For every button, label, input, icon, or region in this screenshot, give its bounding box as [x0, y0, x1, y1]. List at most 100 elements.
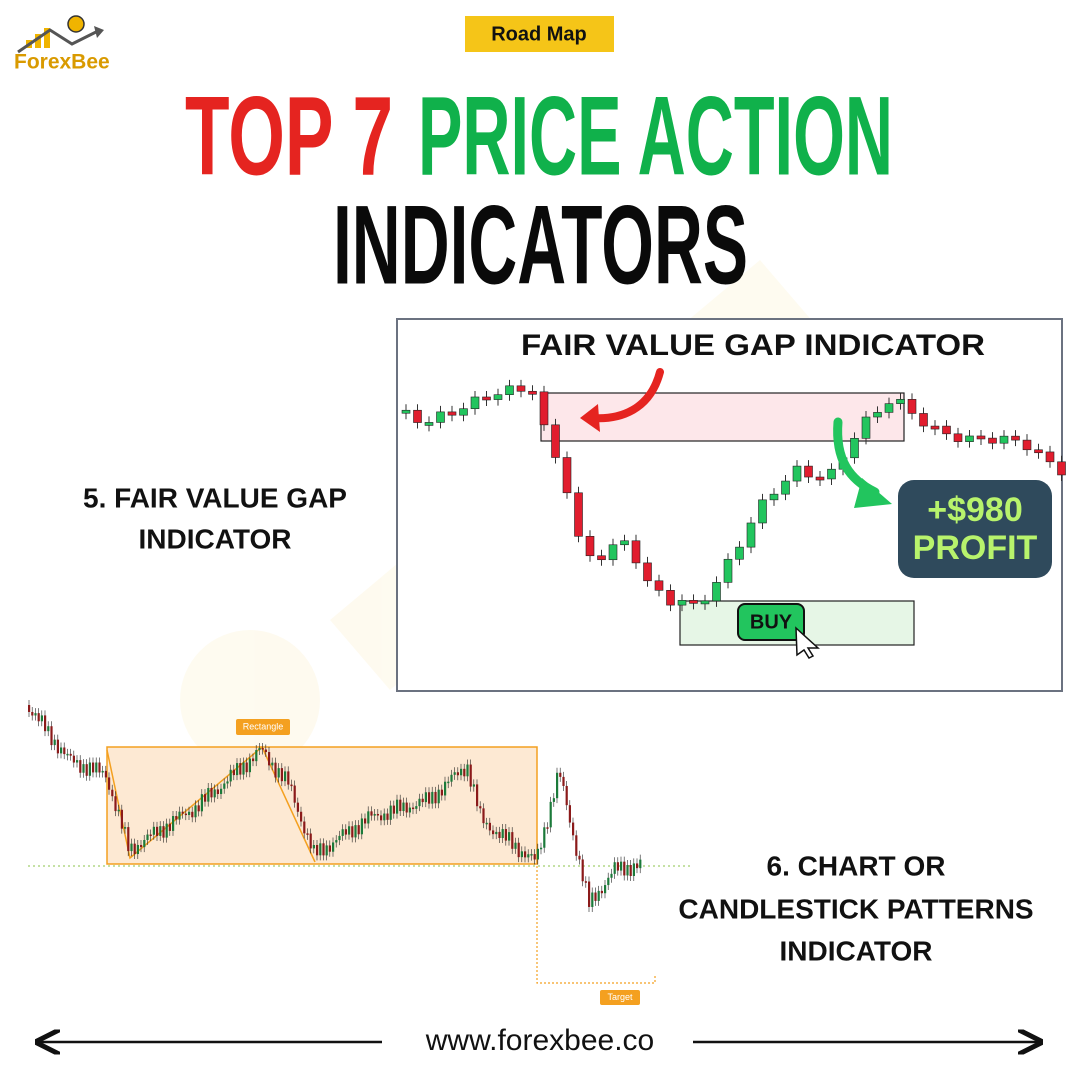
image-title: FAIR VALUE GAP INDICATOR [521, 329, 985, 362]
candle [620, 861, 623, 871]
candle [367, 811, 370, 824]
candle [37, 713, 40, 722]
profit-amount: +$980 [927, 491, 1023, 529]
candle [242, 762, 245, 775]
candle [380, 815, 383, 821]
candle [437, 789, 440, 804]
candle [69, 753, 72, 756]
candle [146, 834, 149, 840]
candle [431, 791, 434, 804]
candle [677, 600, 687, 606]
candle [482, 808, 485, 824]
candle [1011, 435, 1020, 441]
candle [111, 789, 114, 797]
candle [341, 829, 344, 836]
candle [335, 840, 338, 843]
logo-arrow-head [94, 26, 104, 38]
candle [287, 771, 290, 785]
candle [976, 435, 986, 440]
candle [636, 863, 639, 869]
candle [551, 424, 560, 458]
candle [942, 425, 951, 435]
candle [930, 425, 940, 430]
candle [316, 844, 319, 856]
title-part: PRICE ACTION [418, 74, 893, 199]
candle [156, 826, 159, 836]
candle [559, 772, 562, 777]
logo-bar [35, 34, 41, 48]
buy-button-text: BUY [750, 611, 793, 633]
candle [178, 811, 181, 820]
section-label: 6. CHART OR [767, 850, 946, 881]
candle [408, 807, 411, 813]
candle [600, 890, 603, 894]
candle [386, 813, 389, 820]
candle [401, 409, 411, 414]
candle [631, 540, 641, 564]
candle [306, 833, 309, 835]
candle [501, 829, 504, 839]
candle [769, 493, 779, 501]
candle [322, 843, 325, 856]
candle [152, 826, 155, 835]
candle [616, 862, 619, 871]
candle [328, 845, 331, 852]
candle [689, 600, 698, 604]
candle [140, 844, 143, 848]
candle [539, 391, 549, 426]
candle [594, 892, 597, 901]
candle [245, 762, 248, 773]
candle [300, 811, 303, 822]
candle [1034, 449, 1043, 454]
candle [700, 600, 710, 605]
candle [79, 760, 82, 773]
section-label: INDICATOR [139, 523, 292, 554]
candle [565, 785, 568, 806]
candle [453, 772, 456, 775]
candle [354, 825, 357, 838]
section-label: CANDLESTICK PATTERNS [678, 893, 1033, 924]
badge-text: Road Map [491, 23, 587, 45]
candle [120, 809, 123, 829]
candle [758, 499, 767, 524]
candle [357, 825, 360, 835]
candle [562, 776, 565, 786]
candle [607, 877, 610, 886]
candle [309, 833, 312, 849]
candle [56, 739, 59, 754]
candle [562, 457, 572, 494]
candle [450, 774, 453, 782]
candle [332, 842, 335, 852]
candle [261, 748, 264, 750]
badge [465, 16, 614, 52]
candle [255, 750, 258, 762]
candle [421, 798, 424, 803]
candle [516, 385, 526, 392]
candle [549, 801, 552, 828]
candle [965, 435, 974, 442]
candle [712, 582, 721, 602]
candle [165, 823, 168, 838]
candle [574, 492, 583, 537]
candle [191, 811, 194, 818]
candle [172, 816, 175, 831]
candle [552, 798, 555, 802]
candle [373, 813, 376, 816]
candle [488, 822, 491, 831]
candle [444, 781, 447, 796]
buy-button [737, 603, 805, 641]
candle [210, 787, 213, 798]
target-label: Target [607, 992, 633, 1002]
candle [95, 762, 98, 773]
candle [1045, 451, 1055, 463]
candle [999, 435, 1009, 444]
candle [459, 408, 468, 416]
candle [149, 834, 152, 837]
candle [470, 396, 480, 410]
candle [133, 843, 136, 855]
candle [274, 762, 277, 778]
candle [469, 764, 472, 787]
candle [66, 753, 69, 756]
candle [447, 781, 450, 784]
candle [405, 802, 408, 813]
